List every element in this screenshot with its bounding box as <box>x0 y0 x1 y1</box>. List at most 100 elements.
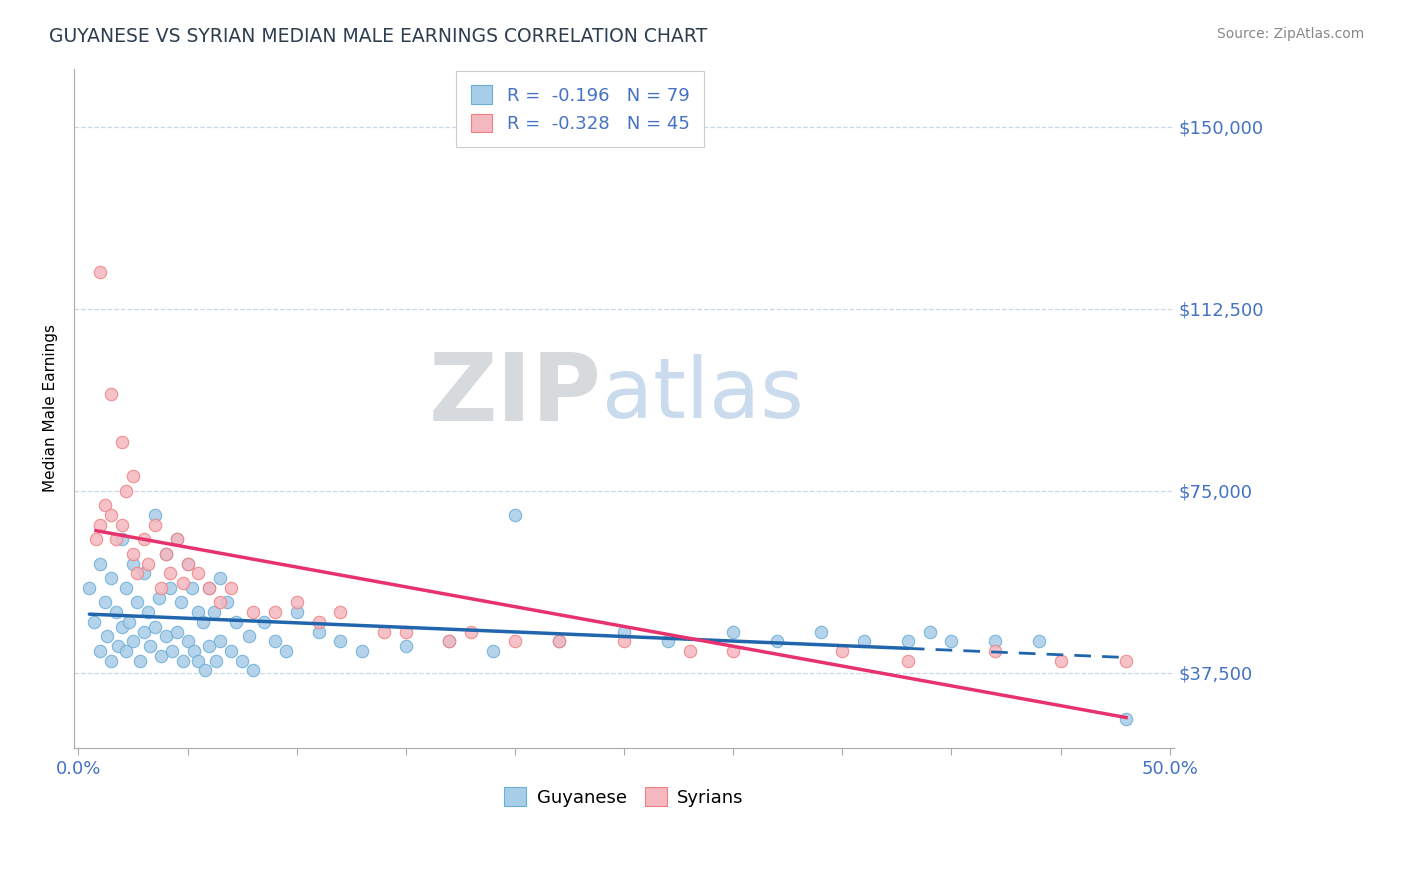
Point <box>139 639 162 653</box>
Point <box>187 654 209 668</box>
Point <box>1049 654 1071 668</box>
Point <box>89 557 111 571</box>
Point <box>1115 654 1137 668</box>
Point <box>984 644 1007 658</box>
Point <box>766 634 789 648</box>
Point <box>100 386 122 401</box>
Point <box>89 644 111 658</box>
Point <box>96 629 118 643</box>
Point <box>352 644 374 658</box>
Point <box>329 605 352 619</box>
Point <box>264 605 287 619</box>
Point <box>155 629 177 643</box>
Point <box>127 566 149 581</box>
Point <box>219 581 242 595</box>
Point <box>166 624 188 639</box>
Point <box>209 634 232 648</box>
Point <box>176 634 198 648</box>
Point <box>897 654 920 668</box>
Point <box>853 634 876 648</box>
Point <box>191 615 214 629</box>
Point <box>107 639 129 653</box>
Point <box>308 615 330 629</box>
Text: ZIP: ZIP <box>429 349 602 441</box>
Point <box>1115 712 1137 726</box>
Point <box>439 634 461 648</box>
Point <box>150 648 173 663</box>
Point <box>329 634 352 648</box>
Point <box>242 605 264 619</box>
Point <box>89 517 111 532</box>
Point <box>810 624 832 639</box>
Point <box>984 634 1007 648</box>
Point <box>170 595 193 609</box>
Point <box>104 605 127 619</box>
Point <box>308 624 330 639</box>
Point <box>176 557 198 571</box>
Point <box>93 499 115 513</box>
Legend: Guyanese, Syrians: Guyanese, Syrians <box>498 780 751 814</box>
Point <box>198 639 221 653</box>
Point <box>89 265 111 279</box>
Point <box>93 595 115 609</box>
Point <box>209 571 232 585</box>
Point <box>657 634 679 648</box>
Point <box>122 634 145 648</box>
Point <box>231 654 253 668</box>
Point <box>122 469 145 483</box>
Point <box>238 629 260 643</box>
Point <box>128 654 150 668</box>
Point <box>205 654 228 668</box>
Point <box>547 634 569 648</box>
Point <box>482 644 505 658</box>
Point <box>831 644 853 658</box>
Point <box>159 581 181 595</box>
Text: atlas: atlas <box>602 354 804 435</box>
Point <box>198 581 221 595</box>
Point <box>264 634 287 648</box>
Point <box>176 557 198 571</box>
Point <box>172 654 194 668</box>
Point <box>122 557 145 571</box>
Point <box>104 533 127 547</box>
Point <box>219 644 242 658</box>
Point <box>115 581 138 595</box>
Point <box>285 605 308 619</box>
Point <box>215 595 238 609</box>
Point <box>183 644 205 658</box>
Point <box>162 644 184 658</box>
Point <box>253 615 276 629</box>
Point <box>115 644 138 658</box>
Point <box>194 664 217 678</box>
Point <box>136 557 159 571</box>
Point <box>132 624 155 639</box>
Point <box>83 615 105 629</box>
Point <box>547 634 569 648</box>
Point <box>111 533 134 547</box>
Point <box>100 571 122 585</box>
Point <box>132 533 155 547</box>
Point <box>721 644 744 658</box>
Point <box>79 581 101 595</box>
Point <box>209 595 232 609</box>
Point <box>1028 634 1050 648</box>
Point <box>918 624 941 639</box>
Point <box>143 517 166 532</box>
Point <box>148 591 170 605</box>
Point <box>285 595 308 609</box>
Text: GUYANESE VS SYRIAN MEDIAN MALE EARNINGS CORRELATION CHART: GUYANESE VS SYRIAN MEDIAN MALE EARNINGS … <box>49 27 707 45</box>
Point <box>225 615 247 629</box>
Point <box>172 576 194 591</box>
Point <box>115 483 138 498</box>
Point <box>122 547 145 561</box>
Point <box>198 581 221 595</box>
Point <box>941 634 963 648</box>
Point <box>460 624 482 639</box>
Point <box>143 508 166 522</box>
Point <box>678 644 700 658</box>
Point <box>395 624 418 639</box>
Point <box>166 533 188 547</box>
Point <box>439 634 461 648</box>
Point <box>503 508 526 522</box>
Point <box>155 547 177 561</box>
